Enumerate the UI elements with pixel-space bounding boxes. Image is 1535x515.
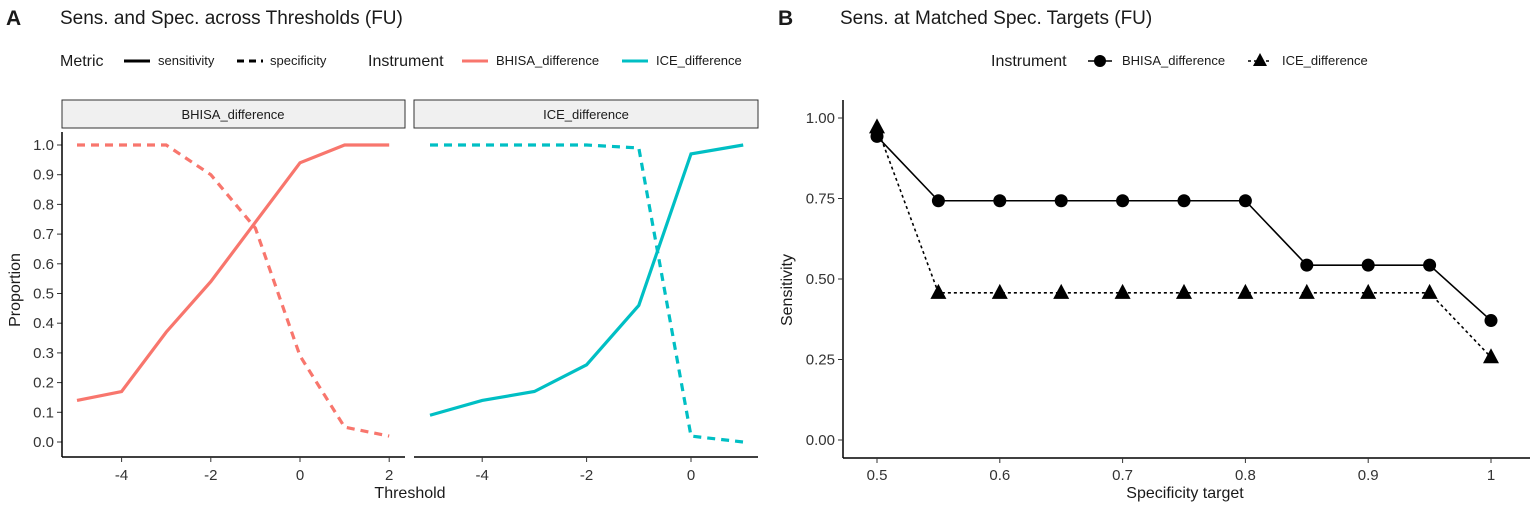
b-y-tick-label: 0.25 [806, 352, 835, 369]
line-ICE_difference [876, 127, 1492, 358]
facet-strip-ice-label: ICE_difference [543, 107, 629, 122]
y-tick-label: 0.5 [33, 286, 54, 303]
line-ICE_difference-sensitivity [429, 143, 744, 417]
panel-b-label: B [778, 7, 793, 30]
line-BHISA_difference-sensitivity [76, 143, 390, 402]
b-x-tick-label: 0.6 [989, 467, 1010, 484]
x-tick-label: 0 [687, 467, 695, 484]
point-BHISA_difference [931, 194, 945, 208]
y-tick-label: 0.6 [33, 256, 54, 273]
x-tick-label: 0 [296, 467, 304, 484]
facet-strip-bhisa-label: BHISA_difference [181, 107, 284, 122]
b-y-tick-label: 1.00 [806, 110, 835, 127]
panel-a-plot: 0.0 0.1 0.2 0.3 0.4 0.5 0.6 0.7 0.8 0.9 1.0 -4 -2 0 2 -… [33, 132, 758, 484]
b-y-tick-label: 0.50 [806, 271, 835, 288]
x-tick-label: -2 [580, 467, 593, 484]
point-BHISA_difference [1361, 258, 1375, 272]
point-BHISA_difference [1238, 194, 1252, 208]
b-y-tick-label: 0.00 [806, 432, 835, 449]
point-ICE_difference [1483, 348, 1499, 364]
y-tick-label: 0.9 [33, 167, 54, 184]
b-x-tick-label: 0.7 [1112, 467, 1133, 484]
panel-b-title: Sens. at Matched Spec. Targets (FU) [840, 8, 1152, 29]
panel-a-legend: Metric sensitivity specificity Instrumen… [60, 53, 742, 70]
b-x-tick-label: 0.8 [1235, 467, 1256, 484]
b-x-tick-label: 0.5 [867, 467, 888, 484]
panel-a-title: Sens. and Spec. across Thresholds (FU) [60, 8, 403, 29]
point-ICE_difference [869, 118, 885, 134]
legend-label-bhisa: BHISA_difference [496, 53, 599, 68]
legend-b-key-ice-triangle [1253, 53, 1267, 66]
legend-instrument-title: Instrument [368, 53, 444, 70]
point-BHISA_difference [1116, 194, 1130, 208]
b-x-tick-label: 1 [1487, 467, 1495, 484]
legend-b-key-bhisa-circle [1094, 55, 1106, 67]
point-ICE_difference [991, 283, 1008, 299]
point-ICE_difference [1114, 283, 1131, 299]
x-tick-label: -2 [204, 467, 217, 484]
x-tick-label: 2 [385, 467, 393, 484]
legend-metric-title: Metric [60, 53, 104, 70]
panel-b-legend: Instrument BHISA_difference ICE_differen… [991, 53, 1368, 70]
line-BHISA_difference-specificity [77, 143, 390, 438]
x-tick-label: -4 [115, 467, 128, 484]
point-BHISA_difference [1177, 194, 1191, 208]
panel-b-ylabel: Sensitivity [779, 254, 796, 326]
panel-a-xlabel: Threshold [374, 485, 445, 502]
y-tick-label: 0.1 [33, 404, 54, 421]
legend-label-specificity: specificity [270, 53, 327, 68]
panel-a-ylabel: Proportion [7, 253, 24, 327]
point-ICE_difference [1421, 283, 1438, 299]
line-ICE_difference-specificity [430, 143, 744, 444]
y-tick-label: 0.2 [33, 375, 54, 392]
y-tick-label: 0.0 [33, 434, 54, 451]
x-tick-label: -4 [476, 467, 489, 484]
facet-strip-ice [413, 99, 759, 129]
point-BHISA_difference [1300, 258, 1314, 272]
legend-label-ice: ICE_difference [656, 53, 742, 68]
y-tick-label: 0.7 [33, 226, 54, 243]
point-ICE_difference [930, 283, 947, 299]
b-y-tick-label: 0.75 [806, 191, 835, 208]
point-BHISA_difference [993, 194, 1007, 208]
legend-label-sensitivity: sensitivity [158, 53, 215, 68]
point-ICE_difference [1053, 283, 1070, 299]
panel-a-label: A [6, 7, 21, 30]
point-ICE_difference [1176, 283, 1192, 299]
point-ICE_difference [1298, 283, 1315, 299]
legend-b-title: Instrument [991, 53, 1067, 70]
panel-b-xlabel: Specificity target [1126, 485, 1244, 502]
point-ICE_difference [1237, 283, 1254, 299]
y-tick-label: 1.0 [33, 137, 54, 154]
point-BHISA_difference [1484, 314, 1498, 328]
point-BHISA_difference [1054, 194, 1068, 208]
panel-b-plot: 0.00 0.25 0.50 0.75 1.00 0.5 0.6 0.7 0.8 0.9 1 [806, 100, 1530, 484]
legend-b-label-ice: ICE_difference [1282, 53, 1368, 68]
y-tick-label: 0.8 [33, 196, 54, 213]
b-x-tick-label: 0.9 [1358, 467, 1379, 484]
y-tick-label: 0.3 [33, 345, 54, 362]
y-tick-label: 0.4 [33, 315, 54, 332]
point-BHISA_difference [1423, 258, 1437, 272]
legend-b-label-bhisa: BHISA_difference [1122, 53, 1225, 68]
facet-strip-bhisa [61, 99, 406, 129]
point-ICE_difference [1360, 283, 1377, 299]
